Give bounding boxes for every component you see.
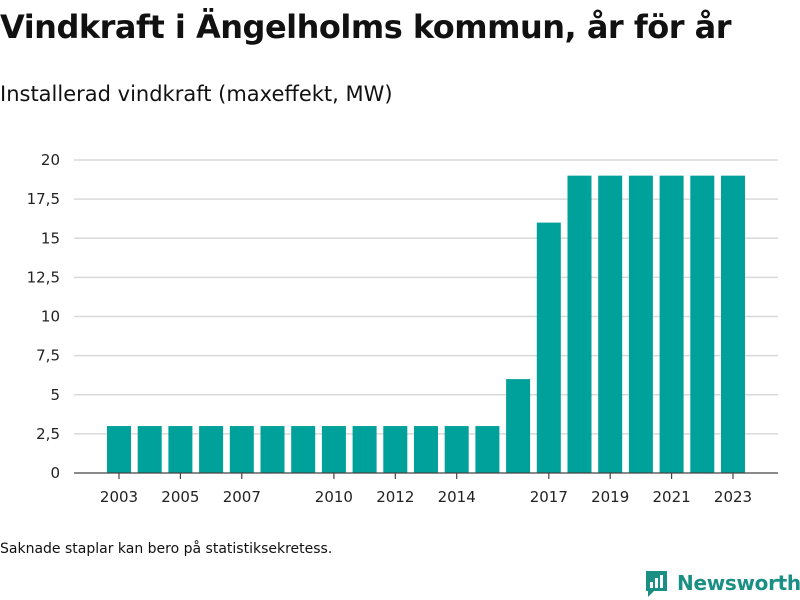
x-tick-label: 2017 xyxy=(530,488,568,506)
bar xyxy=(475,426,500,473)
y-tick-label: 12,5 xyxy=(27,268,60,286)
bar xyxy=(352,426,377,473)
y-tick-label: 20 xyxy=(41,151,60,169)
x-tick-label: 2014 xyxy=(438,488,476,506)
y-tick-label: 2,5 xyxy=(36,425,60,443)
y-tick-label: 7,5 xyxy=(36,347,60,365)
chart-title: Vindkraft i Ängelholms kommun, år för år xyxy=(0,8,732,46)
x-tick-label: 2023 xyxy=(714,488,752,506)
x-tick-label: 2010 xyxy=(315,488,353,506)
bar xyxy=(628,175,653,473)
x-tick-label: 2007 xyxy=(223,488,261,506)
bar xyxy=(659,175,684,473)
y-tick-label: 0 xyxy=(50,464,60,482)
bar xyxy=(383,426,408,473)
newsworthy-icon xyxy=(646,571,667,597)
bar xyxy=(567,175,592,473)
bar xyxy=(168,426,193,473)
bar xyxy=(506,379,531,473)
x-tick-label: 2012 xyxy=(376,488,414,506)
x-tick-label: 2005 xyxy=(161,488,199,506)
bar xyxy=(536,222,561,473)
bar xyxy=(598,175,623,473)
bar xyxy=(229,426,254,473)
bar xyxy=(260,426,285,473)
bar xyxy=(444,426,469,473)
chart-subtitle: Installerad vindkraft (maxeffekt, MW) xyxy=(0,82,393,106)
x-tick-label: 2003 xyxy=(100,488,138,506)
brand-name: Newsworthy xyxy=(677,571,800,595)
y-tick-label: 15 xyxy=(41,229,60,247)
bar xyxy=(414,426,438,473)
bar xyxy=(199,426,224,473)
x-tick-label: 2021 xyxy=(653,488,691,506)
bar xyxy=(107,426,131,473)
footnote: Saknade staplar kan bero på statistiksek… xyxy=(0,541,333,557)
bar xyxy=(321,426,346,473)
y-tick-label: 10 xyxy=(41,308,60,326)
y-tick-label: 5 xyxy=(50,386,60,404)
bar xyxy=(291,426,316,473)
bar xyxy=(690,175,715,473)
newsworthy-logo: Newsworthy xyxy=(644,568,800,598)
y-tick-label: 17,5 xyxy=(27,190,60,208)
x-tick-label: 2019 xyxy=(591,488,629,506)
bar xyxy=(721,175,745,473)
bar xyxy=(137,426,162,473)
